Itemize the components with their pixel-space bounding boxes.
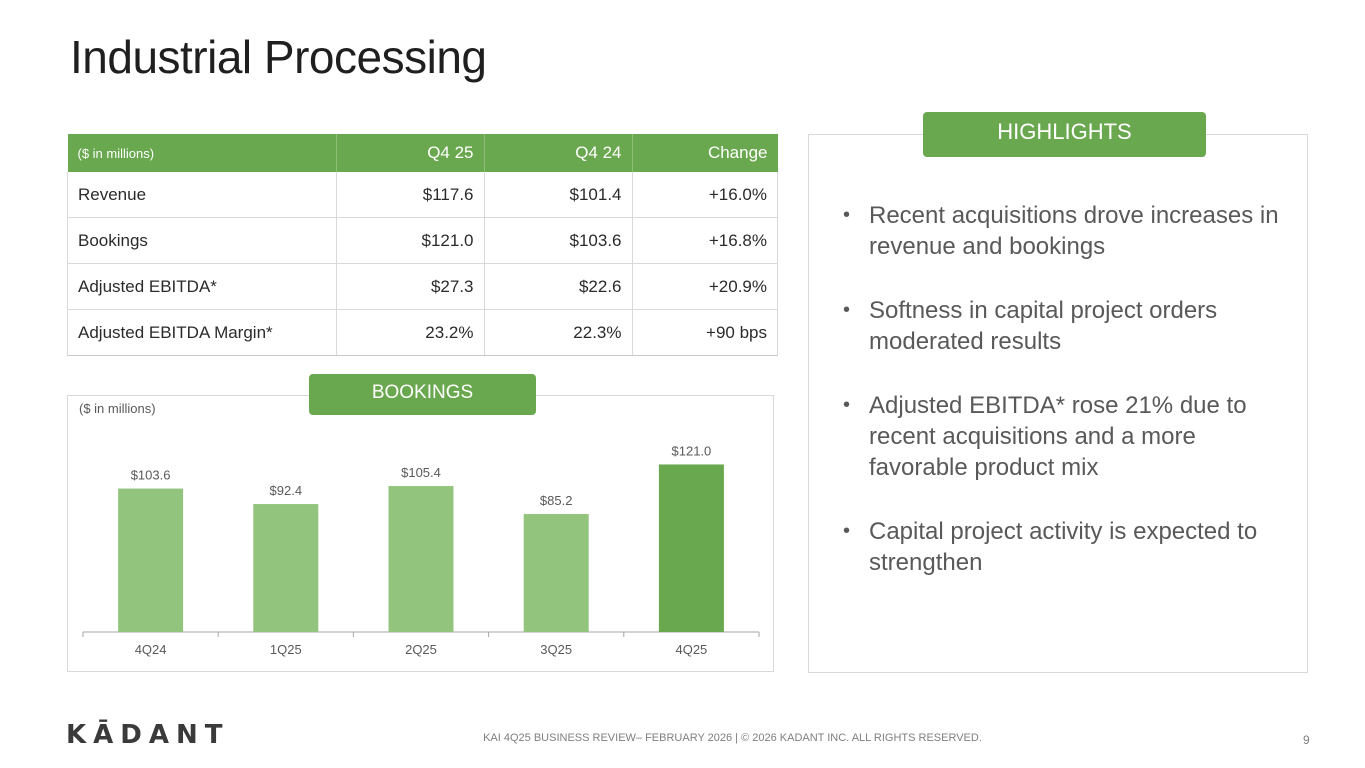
table-cell: $117.6: [336, 172, 485, 218]
table-cell: +90 bps: [632, 309, 778, 356]
bookings-header-pill: BOOKINGS: [309, 374, 536, 415]
data-label: $103.6: [131, 468, 171, 483]
bar-4Q24: [118, 488, 184, 632]
x-tick-label: 4Q24: [135, 642, 167, 657]
table-cell: +16.0%: [632, 172, 778, 218]
table-cell: 22.3%: [484, 309, 633, 356]
list-item: • Softness in capital project orders mode…: [843, 297, 1218, 355]
table-cell: +20.9%: [632, 263, 778, 310]
bar-3Q25: [523, 514, 589, 632]
company-logo: KĀDANT: [66, 720, 230, 750]
x-tick-label: 1Q25: [270, 642, 302, 657]
bookings-bar-chart: $103.6 4Q24 $92.4 1Q25 $105.4 2Q25 $85.2 3Q25 $1…: [82, 443, 760, 657]
bar-4Q25: [658, 464, 724, 632]
column-header: Q4 25: [336, 134, 485, 172]
data-label: $121.0: [672, 443, 712, 458]
data-label: $85.2: [540, 493, 573, 508]
column-header: ($ in millions): [67, 134, 337, 172]
x-tick-label: 3Q25: [540, 642, 572, 657]
chart-units-label: ($ in millions): [79, 401, 156, 416]
table-cell: +16.8%: [632, 217, 778, 264]
data-label: $105.4: [401, 465, 441, 480]
bullet-icon: •: [843, 204, 851, 226]
table-cell: Bookings: [67, 217, 337, 264]
table-row: Revenue $117.6 $101.4 +16.0%: [67, 172, 778, 218]
table-cell: Adjusted EBITDA Margin*: [67, 309, 337, 356]
bar-2Q25: [388, 486, 454, 632]
table-cell: Adjusted EBITDA*: [67, 263, 337, 310]
highlights-header-pill: HIGHLIGHTS: [923, 112, 1206, 157]
list-item: • Recent acquisitions drove increases in …: [843, 202, 1279, 260]
table-row: Adjusted EBITDA* $27.3 $22.6 +20.9%: [67, 263, 778, 310]
table-cell: $101.4: [484, 172, 633, 218]
highlights-list: • Recent acquisitions drove increases in …: [843, 200, 1293, 611]
bar-1Q25: [253, 504, 319, 632]
bullet-icon: •: [843, 520, 851, 542]
data-label: $92.4: [270, 483, 303, 498]
column-header: Change: [632, 134, 778, 172]
table-header-row: ($ in millions) Q4 25 Q4 24 Change: [67, 134, 778, 172]
table-cell: Revenue: [67, 172, 337, 218]
bullet-icon: •: [843, 394, 851, 416]
x-tick-label: 4Q25: [675, 642, 707, 657]
bullet-icon: •: [843, 299, 851, 321]
column-header: Q4 24: [484, 134, 633, 172]
x-tick-label: 2Q25: [405, 642, 437, 657]
table-cell: $103.6: [484, 217, 633, 264]
financial-summary-table: ($ in millions) Q4 25 Q4 24 Change Reven…: [67, 134, 778, 356]
table-cell: 23.2%: [336, 309, 485, 356]
page-title: Industrial Processing: [70, 31, 487, 83]
list-item: • Capital project activity is expected to…: [843, 518, 1258, 576]
footer-text: KAI 4Q25 BUSINESS REVIEW– FEBRUARY 2026 …: [483, 732, 982, 744]
table-cell: $121.0: [336, 217, 485, 264]
table-row: Bookings $121.0 $103.6 +16.8%: [67, 217, 778, 264]
table-cell: $22.6: [484, 263, 633, 310]
table-row: Adjusted EBITDA Margin* 23.2% 22.3% +90 …: [67, 309, 778, 356]
list-item: • Adjusted EBITDA* rose 21% due to recent…: [843, 392, 1247, 481]
page-number: 9: [1303, 733, 1310, 747]
table-cell: $27.3: [336, 263, 485, 310]
